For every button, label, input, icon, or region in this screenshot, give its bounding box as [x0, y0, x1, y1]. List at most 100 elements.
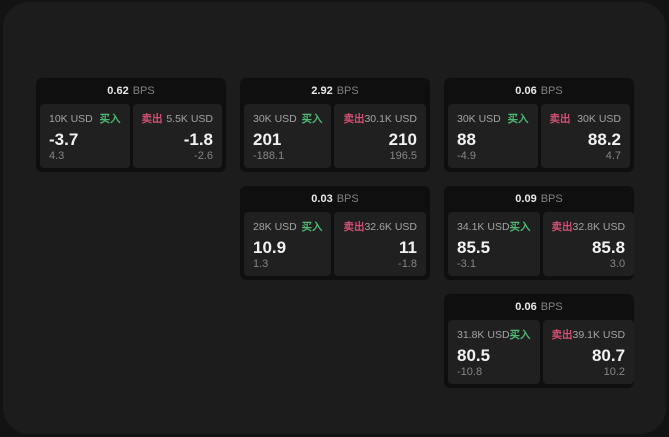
sell-price: 85.8 [591, 238, 626, 257]
buy-tile-header: 34.1K USD 买入 [457, 219, 531, 234]
buy-amount: 34.1K USD [457, 221, 510, 233]
sell-side-label: 卖出 [549, 113, 571, 125]
sell-tile-header: 卖出 30.1K USD [343, 111, 417, 126]
buy-tile-header: 31.8K USD 买入 [457, 327, 531, 342]
app-background-panel: 0.62 BPS 10K USD 买入 -3.7 4.3 卖出 5.5K USD [3, 2, 666, 434]
buy-side-label: 买入 [509, 329, 531, 341]
sell-price: 11 [399, 238, 417, 257]
sell-side-label: 卖出 [551, 221, 573, 233]
bps-unit-label: BPS [540, 85, 563, 97]
bps-unit-label: BPS [336, 85, 359, 97]
sell-amount: 30K USD [577, 113, 621, 125]
quote-card-6: 0.06 BPS 31.8K USD 买入 80.5 -10.8 卖出 39.1… [444, 294, 634, 388]
buy-quote-tile[interactable]: 28K USD 买入 10.9 1.3 [244, 212, 332, 276]
sell-side-label: 卖出 [551, 329, 573, 341]
sell-price: 210 [388, 130, 417, 149]
sell-side-label: 卖出 [343, 221, 365, 233]
card-header: 0.06 BPS [444, 78, 634, 104]
sell-quote-tile[interactable]: 卖出 5.5K USD -1.8 -2.6 [132, 104, 222, 168]
quote-card-2: 2.92 BPS 30K USD 买入 201 -188.1 卖出 30.1K … [240, 78, 430, 172]
sell-amount: 5.5K USD [166, 113, 213, 125]
buy-price: 88 [457, 130, 476, 149]
bps-value: 2.92 [311, 85, 333, 97]
sell-quote-tile[interactable]: 卖出 30K USD 88.2 4.7 [540, 104, 630, 168]
buy-price: 10.9 [253, 238, 287, 257]
buy-quote-tile[interactable]: 30K USD 买入 88 -4.9 [448, 104, 538, 168]
buy-change: -10.8 [457, 366, 483, 378]
sell-change: 3.0 [609, 258, 626, 270]
bps-value: 0.06 [515, 301, 537, 313]
card-header: 2.92 BPS [240, 78, 430, 104]
bps-value: 0.62 [107, 85, 129, 97]
buy-side-label: 买入 [509, 221, 531, 233]
sell-side-label: 卖出 [343, 113, 365, 125]
bps-unit-label: BPS [540, 301, 563, 313]
bps-value: 0.09 [515, 193, 537, 205]
buy-amount: 10K USD [49, 113, 93, 125]
buy-amount: 31.8K USD [457, 329, 510, 341]
buy-quote-tile[interactable]: 10K USD 买入 -3.7 4.3 [40, 104, 130, 168]
buy-tile-header: 28K USD 买入 [253, 219, 322, 234]
quote-card-3: 0.06 BPS 30K USD 买入 88 -4.9 卖出 30K USD [444, 78, 634, 172]
card-header: 0.06 BPS [444, 294, 634, 320]
buy-tile-header: 10K USD 买入 [49, 111, 121, 126]
buy-tile-header: 30K USD 买入 [457, 111, 529, 126]
buy-quote-tile[interactable]: 34.1K USD 买入 85.5 -3.1 [448, 212, 540, 276]
sell-amount: 39.1K USD [572, 329, 626, 341]
buy-quote-tile[interactable]: 31.8K USD 买入 80.5 -10.8 [448, 320, 540, 384]
sell-tile-header: 卖出 39.1K USD [552, 327, 626, 342]
sell-side-label: 卖出 [141, 113, 163, 125]
quote-card-1: 0.62 BPS 10K USD 买入 -3.7 4.3 卖出 5.5K USD [36, 78, 226, 172]
sell-price: 80.7 [591, 346, 626, 365]
quote-tiles: 34.1K USD 买入 85.5 -3.1 卖出 32.8K USD 85.8… [448, 212, 634, 276]
buy-side-label: 买入 [301, 113, 323, 125]
quote-tiles: 28K USD 买入 10.9 1.3 卖出 32.6K USD 11 -1.8 [244, 212, 426, 276]
sell-price: 88.2 [587, 130, 621, 149]
buy-change: -188.1 [253, 150, 285, 162]
buy-amount: 30K USD [253, 113, 297, 125]
buy-side-label: 买入 [99, 113, 121, 125]
bps-unit-label: BPS [540, 193, 563, 205]
sell-tile-header: 卖出 30K USD [550, 111, 622, 126]
sell-change: -1.8 [398, 258, 417, 270]
sell-change: -2.6 [194, 150, 213, 162]
sell-amount: 32.8K USD [572, 221, 626, 233]
bps-value: 0.06 [515, 85, 537, 97]
quote-tiles: 31.8K USD 买入 80.5 -10.8 卖出 39.1K USD 80.… [448, 320, 634, 384]
buy-amount: 30K USD [457, 113, 501, 125]
buy-change: 4.3 [49, 150, 65, 162]
sell-quote-tile[interactable]: 卖出 30.1K USD 210 196.5 [334, 104, 426, 168]
bps-unit-label: BPS [132, 85, 155, 97]
sell-tile-header: 卖出 5.5K USD [142, 111, 214, 126]
buy-price: 80.5 [457, 346, 491, 365]
quote-card-4: 0.03 BPS 28K USD 买入 10.9 1.3 卖出 32.6K US… [240, 186, 430, 280]
sell-change: 196.5 [389, 150, 417, 162]
bps-unit-label: BPS [336, 193, 359, 205]
quote-cards-grid: 0.62 BPS 10K USD 买入 -3.7 4.3 卖出 5.5K USD [36, 78, 634, 388]
buy-tile-header: 30K USD 买入 [253, 111, 322, 126]
buy-side-label: 买入 [301, 221, 323, 233]
buy-price: 85.5 [457, 238, 491, 257]
card-header: 0.09 BPS [444, 186, 634, 212]
quote-tiles: 30K USD 买入 88 -4.9 卖出 30K USD 88.2 4.7 [448, 104, 630, 168]
sell-quote-tile[interactable]: 卖出 32.6K USD 11 -1.8 [334, 212, 426, 276]
sell-quote-tile[interactable]: 卖出 39.1K USD 80.7 10.2 [542, 320, 634, 384]
bps-value: 0.03 [311, 193, 333, 205]
buy-amount: 28K USD [253, 221, 297, 233]
sell-change: 4.7 [605, 150, 621, 162]
buy-price: 201 [253, 130, 282, 149]
buy-change: -4.9 [457, 150, 476, 162]
sell-quote-tile[interactable]: 卖出 32.8K USD 85.8 3.0 [542, 212, 634, 276]
quote-card-5: 0.09 BPS 34.1K USD 买入 85.5 -3.1 卖出 32.8K… [444, 186, 634, 280]
buy-quote-tile[interactable]: 30K USD 买入 201 -188.1 [244, 104, 332, 168]
sell-price: -1.8 [183, 130, 213, 149]
sell-tile-header: 卖出 32.6K USD [343, 219, 417, 234]
buy-side-label: 买入 [507, 113, 529, 125]
sell-tile-header: 卖出 32.8K USD [552, 219, 626, 234]
sell-amount: 30.1K USD [364, 113, 417, 125]
buy-change: 1.3 [253, 258, 269, 270]
card-header: 0.62 BPS [36, 78, 226, 104]
card-header: 0.03 BPS [240, 186, 430, 212]
buy-change: -3.1 [457, 258, 476, 270]
sell-change: 10.2 [603, 366, 626, 378]
